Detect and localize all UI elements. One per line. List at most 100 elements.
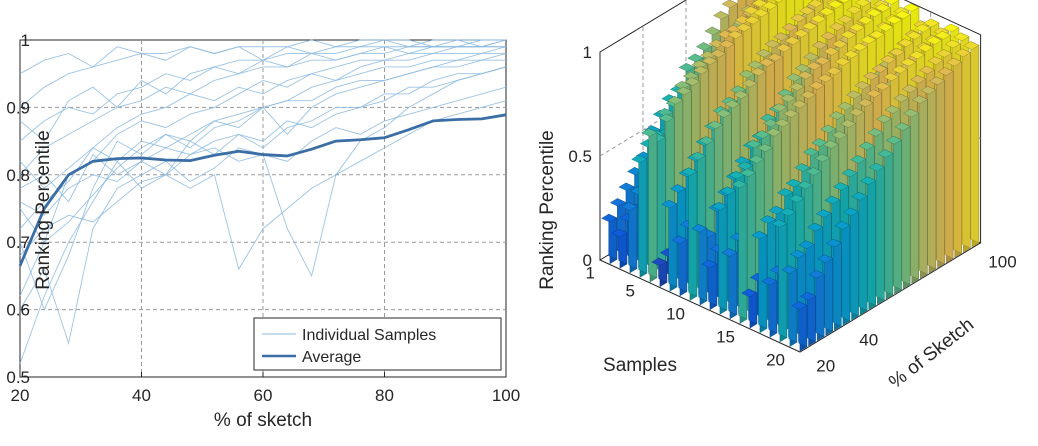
legend-average-label: Average: [302, 349, 361, 366]
bar-top: [779, 207, 796, 217]
sketch-tick-label: 20: [816, 356, 835, 375]
bar-top: [753, 8, 770, 18]
bar-face-side: [850, 207, 859, 317]
bar-top: [794, 163, 811, 172]
bar-top: [903, 3, 920, 12]
bar-top: [735, 23, 752, 32]
bar-face-side: [970, 41, 980, 244]
x-tick-labels: 20 40 60 80 100: [11, 386, 521, 405]
bar-top: [618, 182, 635, 192]
sample-tick-label: 10: [666, 305, 685, 324]
individual-sample-line: [19, 66, 507, 230]
bar-face-side: [628, 202, 638, 270]
bar-top: [724, 99, 741, 109]
bar-top: [765, 128, 782, 137]
bar-top: [651, 257, 668, 267]
legend-box: [253, 317, 502, 371]
individual-sample-lines: [19, 39, 507, 364]
bar-top: [788, 82, 805, 91]
bar-top: [827, 0, 844, 9]
bar-top: [808, 270, 825, 279]
bar-top: [757, 143, 774, 153]
bar-top: [920, 85, 937, 95]
bar-top: [789, 249, 806, 259]
bar-top: [825, 238, 842, 248]
bar-face-side: [815, 269, 825, 337]
legend-individual-label: Individual Samples: [302, 327, 436, 344]
individual-sample-line: [19, 39, 506, 108]
bar-top: [674, 80, 691, 90]
bar-top: [773, 0, 784, 3]
sample-tick-label: 5: [626, 282, 635, 301]
bar-top: [943, 23, 960, 33]
bar-top: [684, 77, 701, 86]
front-axis: [599, 242, 981, 353]
bar-top: [721, 0, 738, 9]
bar-top: [801, 21, 818, 31]
bar-top: [860, 35, 877, 45]
bar-top: [820, 31, 837, 41]
bar-top: [802, 147, 819, 157]
y-tick-label: 0.7: [6, 233, 30, 252]
bar-top: [658, 113, 675, 123]
bar-top: [818, 7, 835, 16]
bar-top: [946, 57, 963, 67]
bar-top: [944, 39, 961, 49]
bar-top: [863, 71, 880, 81]
bar-top: [692, 65, 709, 75]
z-tick-label: 0.5: [568, 147, 592, 166]
bar-top: [857, 98, 874, 108]
bar-top: [741, 288, 758, 298]
bar-face-side: [678, 235, 688, 293]
bar-top: [843, 50, 860, 59]
bar-top: [800, 90, 817, 100]
bar-top: [807, 0, 824, 8]
bar-top: [893, 93, 910, 103]
bar-top: [820, 124, 837, 134]
sample-tick-label: 1: [586, 263, 595, 282]
bar-top: [851, 42, 868, 52]
bar-top: [865, 89, 882, 98]
bar-top: [868, 162, 885, 172]
bar-top: [814, 56, 831, 65]
bar-top: [704, 26, 721, 36]
bar-top: [850, 155, 867, 164]
bar-top: [621, 202, 638, 211]
bar-top: [851, 192, 868, 201]
y-tick-label: 1: [21, 31, 30, 50]
bar-top: [877, 149, 894, 158]
bar-top: [817, 73, 834, 83]
bar-top: [767, 53, 784, 62]
bar-top: [762, 118, 779, 128]
bar-top: [874, 3, 891, 12]
y-tick-label: 0.5: [6, 368, 30, 387]
bar-top: [807, 222, 824, 232]
bar-top: [886, 15, 903, 25]
bar-top: [718, 39, 735, 49]
individual-sample-line: [19, 46, 506, 142]
bar-top: [908, 50, 925, 60]
bar-face-side: [918, 95, 928, 275]
bar-top: [906, 31, 923, 40]
bar-face-side: [910, 108, 919, 280]
bar-top: [744, 15, 761, 25]
bar-top: [875, 114, 892, 124]
x-tick-label: 60: [254, 386, 273, 405]
bar-top: [657, 108, 674, 117]
bar-top: [791, 301, 808, 310]
bar-top: [877, 22, 894, 32]
bar-face-side: [893, 135, 902, 291]
bar-top: [727, 30, 744, 40]
z-tick-label: 1: [583, 43, 592, 62]
z-tick-label: 0: [583, 251, 592, 270]
legend: Individual Samples Average: [253, 317, 502, 371]
bar-top: [784, 36, 801, 45]
bar-face-side: [841, 221, 851, 322]
bar-top: [669, 184, 686, 193]
bar-face-side: [961, 48, 971, 249]
bar-top: [609, 198, 626, 207]
bar-face-side: [944, 67, 954, 259]
bar-top: [728, 170, 745, 180]
